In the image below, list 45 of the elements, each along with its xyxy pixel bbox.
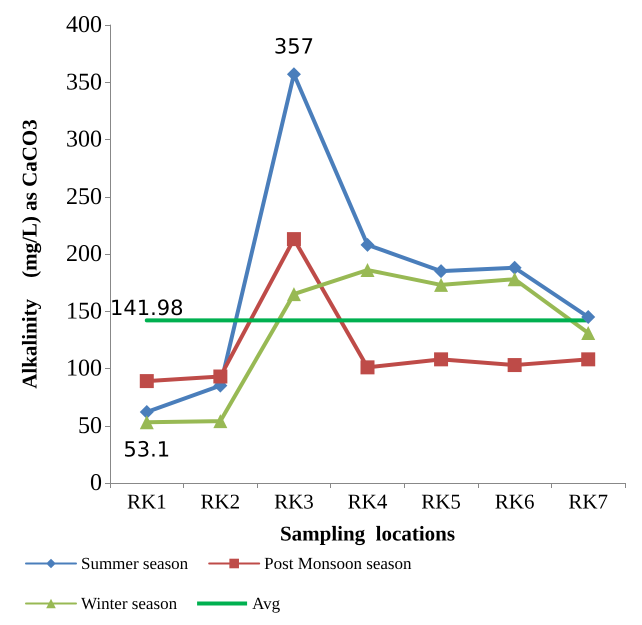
x-tick-label: RK7 — [568, 490, 608, 514]
legend-label: Post Monsoon season — [264, 554, 412, 573]
point — [360, 238, 374, 252]
data-label: 53.1 — [123, 438, 170, 462]
point — [434, 352, 448, 366]
legend-label: Winter season — [81, 594, 178, 613]
x-tick-label: RK1 — [126, 490, 167, 514]
point — [581, 310, 596, 324]
point — [140, 405, 154, 420]
x-tick-label: RK4 — [348, 490, 388, 514]
point — [286, 67, 301, 82]
point — [434, 264, 448, 278]
point — [508, 272, 522, 286]
y-tick-label: 0 — [90, 470, 102, 496]
data-label: 141.98 — [110, 296, 184, 320]
x-tick-label: RK2 — [200, 490, 240, 514]
y-tick-label: 350 — [66, 69, 102, 96]
point — [213, 370, 228, 384]
point — [286, 287, 301, 302]
point — [581, 326, 596, 340]
legend-label: Summer season — [81, 554, 189, 573]
y-tick-label: 250 — [66, 184, 102, 210]
point — [360, 263, 374, 278]
y-tick-label: 200 — [66, 241, 102, 267]
y-tick-label: 400 — [66, 12, 102, 38]
y-tick-label: 300 — [66, 126, 102, 152]
point — [581, 352, 596, 366]
y-tick-label: 100 — [66, 356, 102, 382]
y-axis-title: Alkalinity (mg/L) as CaCO3 — [18, 119, 42, 389]
point — [508, 260, 522, 275]
x-tick-label: RK3 — [274, 490, 314, 514]
point — [140, 374, 154, 388]
point — [286, 232, 301, 246]
legend-label: Avg — [252, 594, 281, 613]
point — [140, 415, 154, 430]
y-tick-label: 50 — [78, 412, 102, 439]
point — [434, 278, 448, 292]
point — [213, 414, 228, 428]
x-tick-label: RK6 — [494, 490, 534, 514]
data-label: 357 — [274, 34, 314, 59]
x-axis-title: Sampling locations — [280, 522, 456, 546]
point — [508, 358, 522, 372]
x-tick-label: RK5 — [421, 490, 461, 514]
y-tick-label: 150 — [66, 298, 102, 324]
point — [360, 360, 374, 374]
